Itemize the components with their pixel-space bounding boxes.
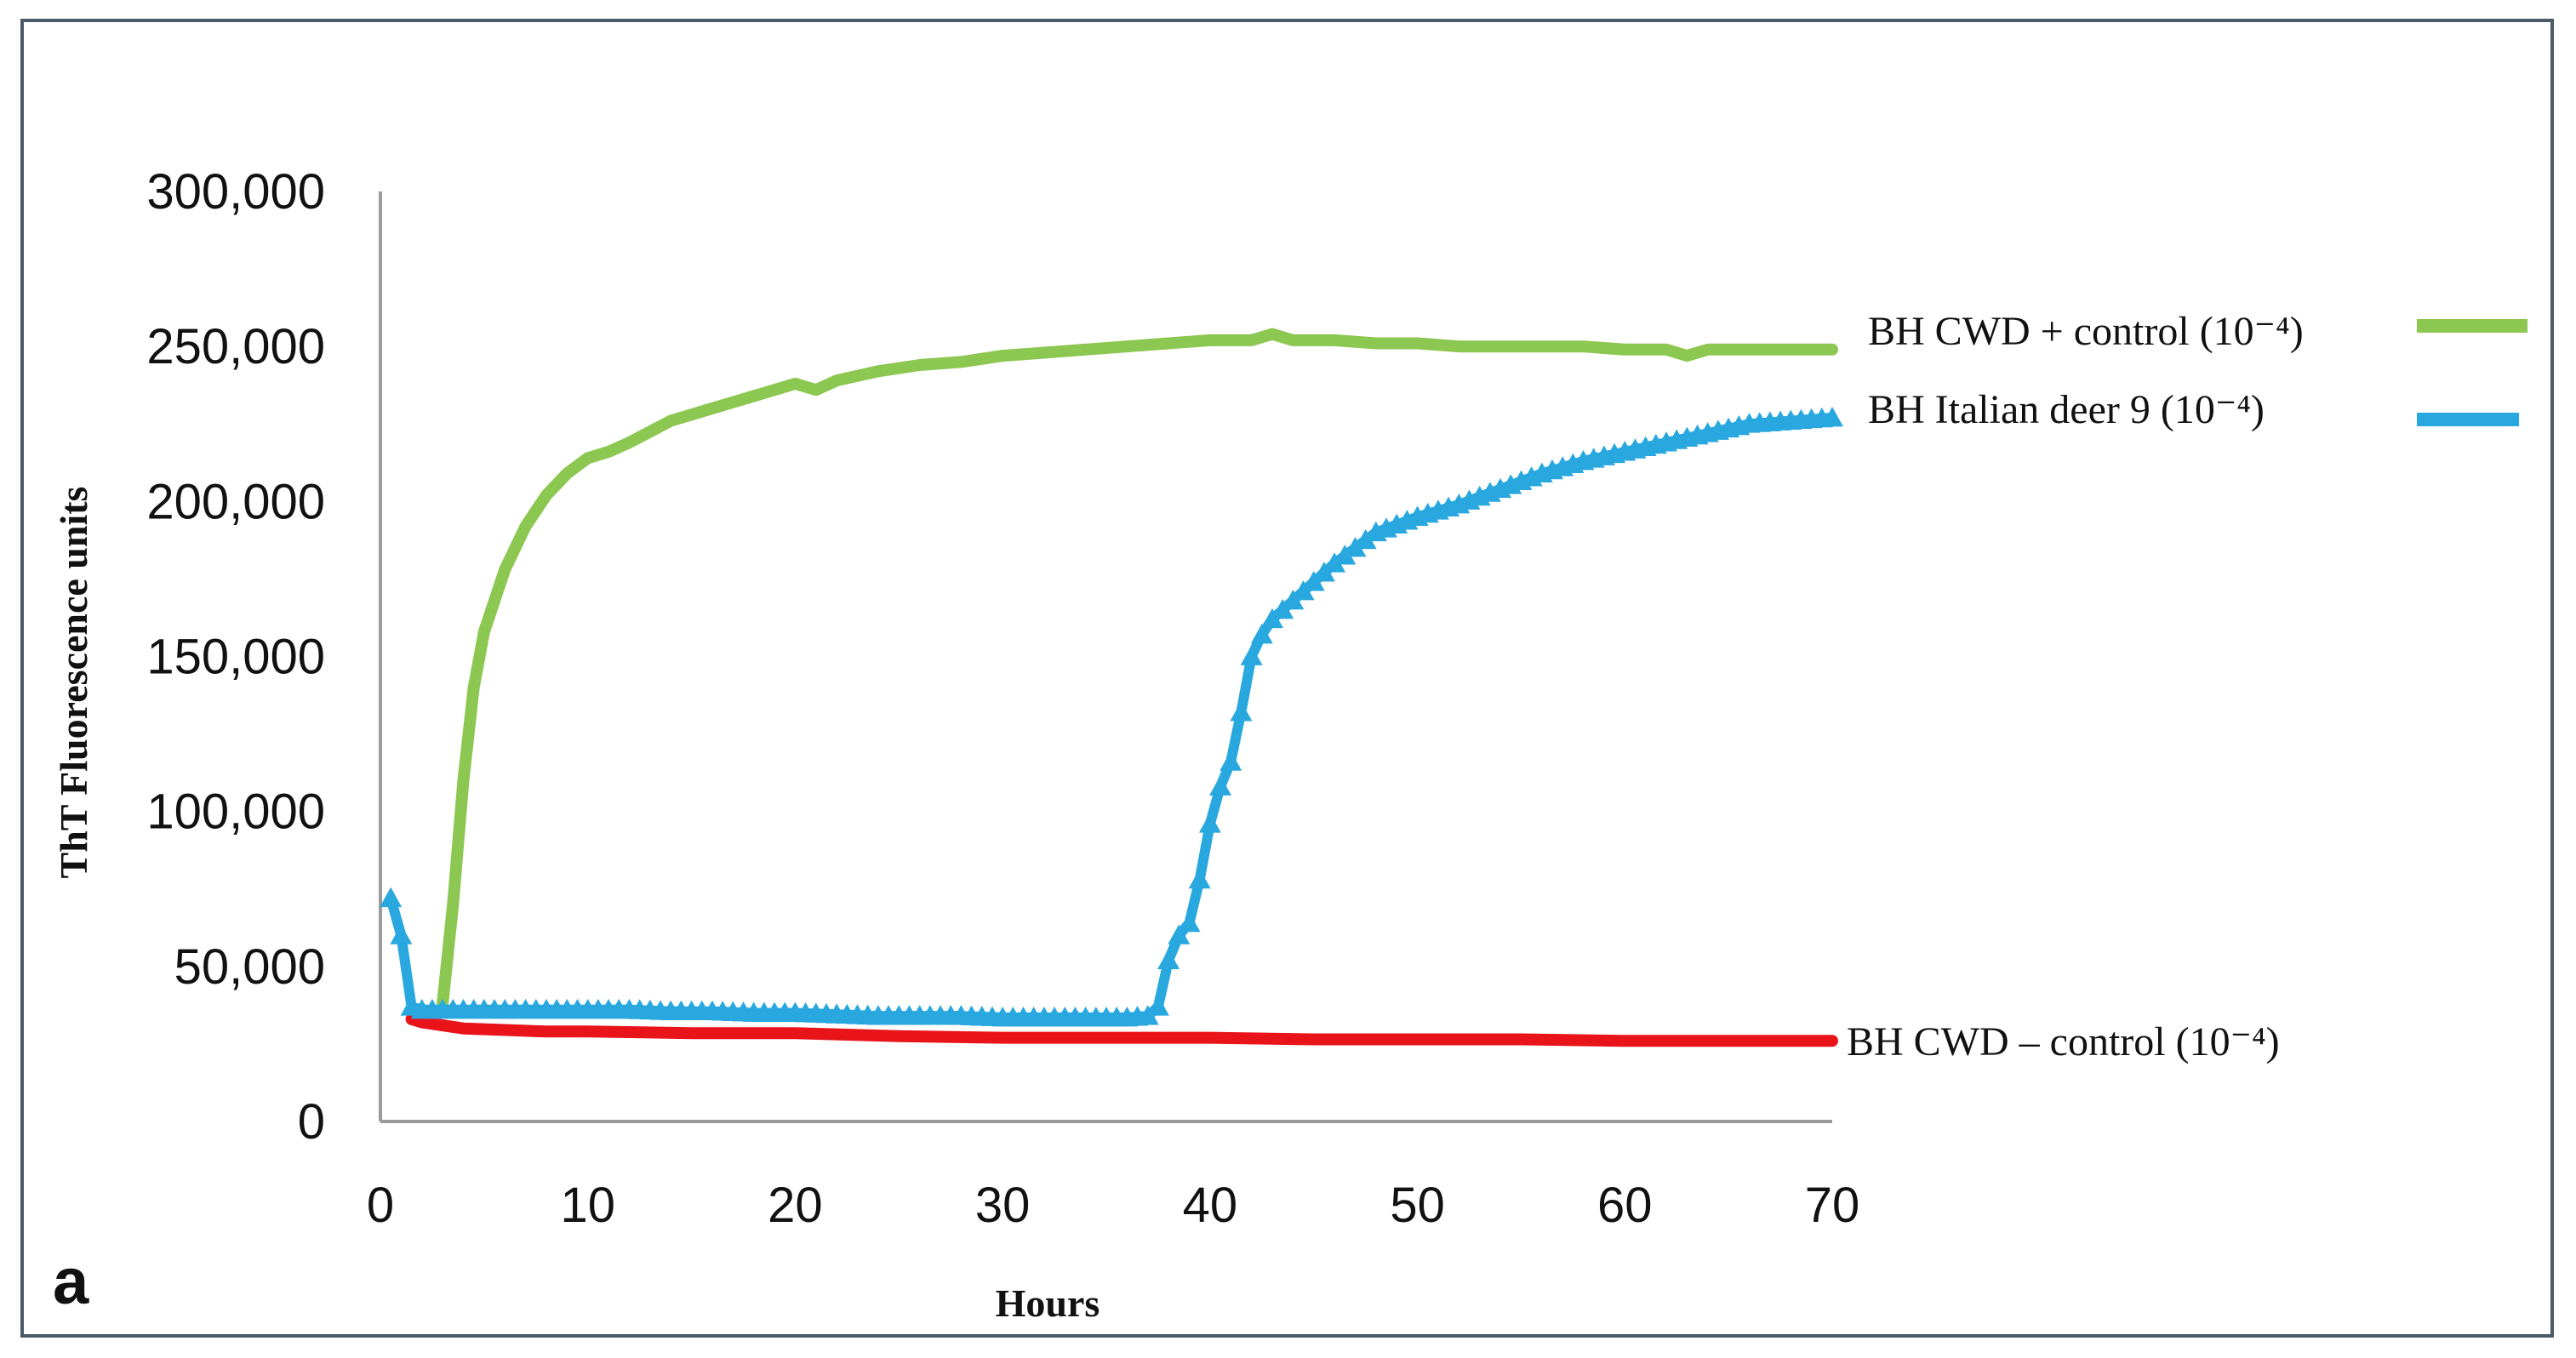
x-tick-label: 70 [1805, 1178, 1860, 1233]
y-axis-title: ThT Fluorescence units [52, 487, 95, 879]
data-point [1240, 645, 1263, 665]
data-point [1168, 924, 1191, 944]
series-1 [380, 406, 1843, 1027]
data-point [1198, 813, 1221, 833]
data-point [1250, 623, 1273, 644]
x-tick-label: 10 [560, 1178, 615, 1233]
data-point [1323, 552, 1346, 573]
series-layer [380, 328, 1843, 1047]
y-tick-label: 100,000 [146, 785, 325, 840]
data-point [1344, 536, 1367, 557]
x-tick-label: 60 [1597, 1178, 1653, 1233]
y-tick-label: 0 [298, 1094, 325, 1150]
legend-label: BH CWD + control (10⁻⁴) [1868, 309, 2304, 354]
data-point [1230, 701, 1253, 722]
legend-label: BH Italian deer 9 (10⁻⁴) [1868, 387, 2265, 432]
figure-frame [20, 19, 2554, 1338]
x-axis-title: Hours [996, 1281, 1100, 1325]
legend: BH CWD + control (10⁻⁴) BH Italian deer 9… [1847, 309, 2527, 1064]
x-tick-label: 0 [367, 1178, 394, 1233]
y-tick-label: 150,000 [146, 630, 325, 685]
y-tick-label: 200,000 [146, 474, 325, 529]
data-point [1219, 750, 1242, 771]
series-line [386, 413, 1837, 1023]
x-tick-label: 20 [768, 1178, 823, 1233]
x-tick-label: 30 [975, 1178, 1031, 1233]
data-point [1188, 868, 1211, 889]
y-tick-label: 250,000 [146, 319, 325, 374]
x-tick-label: 40 [1183, 1178, 1238, 1233]
data-point [1178, 911, 1201, 933]
series-line [437, 328, 1838, 1010]
data-point [1146, 996, 1169, 1016]
panel-label: a [53, 1246, 89, 1318]
series-line [405, 1013, 1838, 1047]
y-tick-label: 50,000 [174, 939, 325, 995]
legend-label: BH CWD – control (10⁻⁴) [1847, 1019, 2280, 1064]
series-0 [437, 328, 1838, 1010]
axes: 0 10 20 30 40 50 60 70 0 50,000 100,000 150,000 200,… [146, 164, 1859, 1233]
series-2 [405, 1013, 1838, 1047]
y-tick-label: 300,000 [146, 164, 325, 220]
data-point [1334, 545, 1357, 565]
data-point [1354, 528, 1377, 550]
data-point [1821, 406, 1843, 427]
x-tick-label: 50 [1390, 1178, 1445, 1233]
data-point [1157, 949, 1180, 969]
data-point [1209, 775, 1232, 796]
data-point [380, 887, 403, 908]
data-point [390, 924, 413, 944]
